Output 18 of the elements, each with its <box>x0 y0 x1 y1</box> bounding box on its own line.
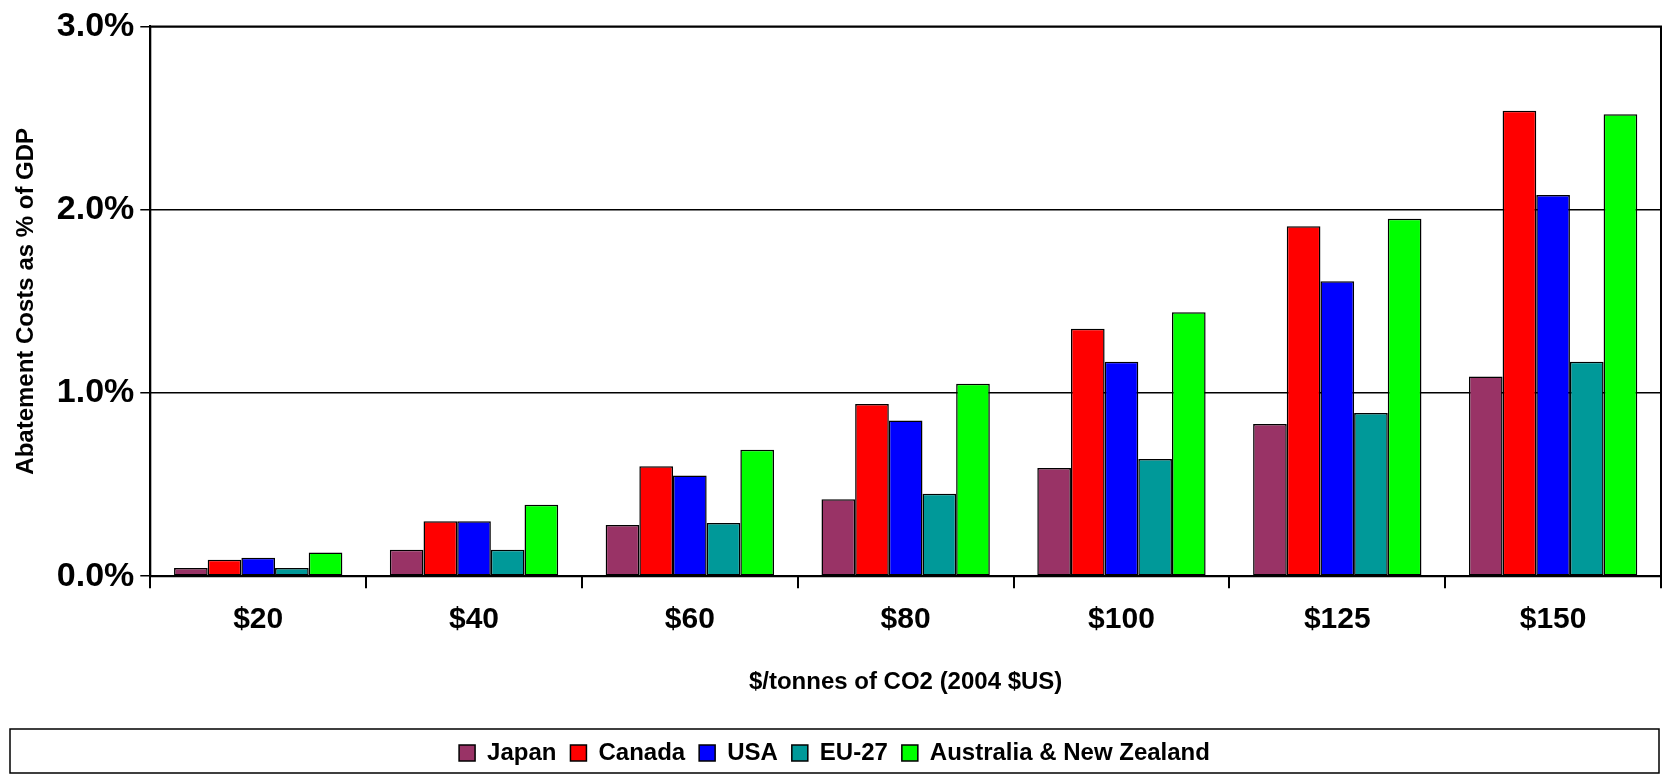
y-tick-label: 3.0% <box>56 4 135 43</box>
legend-label: Canada <box>598 737 686 765</box>
x-tick-label: $20 <box>233 601 284 635</box>
y-tick-label: 0.0% <box>56 554 135 593</box>
x-tick-label: $125 <box>1303 601 1371 635</box>
y-axis-title: Abatement Costs as % of GDP <box>11 127 39 475</box>
legend-label: Australia & New Zealand <box>929 737 1210 765</box>
x-tick-label: $60 <box>664 601 715 635</box>
legend-label: EU-27 <box>819 737 888 765</box>
y-tick-label: 1.0% <box>56 371 135 410</box>
x-axis-title: $/tonnes of CO2 (2004 $US) <box>748 667 1063 695</box>
x-tick-label: $150 <box>1519 601 1587 635</box>
x-tick-label: $40 <box>448 601 500 635</box>
legend-label: USA <box>727 737 778 765</box>
x-tick-label: $80 <box>880 601 931 635</box>
legend-label: Japan <box>487 737 557 765</box>
x-tick-label: $100 <box>1088 601 1155 635</box>
y-tick-label: 2.0% <box>56 188 135 227</box>
